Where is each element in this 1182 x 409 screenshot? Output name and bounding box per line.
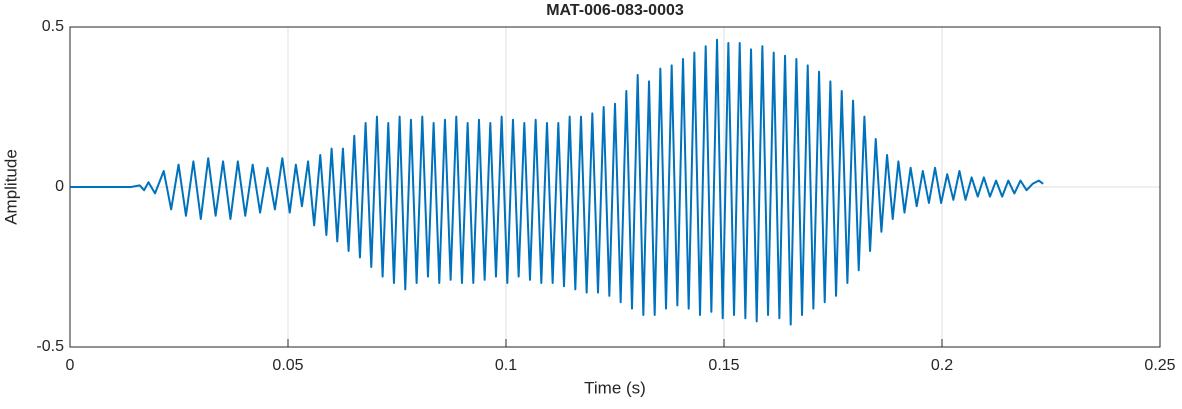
y-tick-label: 0.5 bbox=[42, 18, 64, 35]
y-axis-label: Amplitude bbox=[1, 149, 20, 225]
y-tick-label: -0.5 bbox=[36, 338, 64, 355]
x-tick-label: 0.1 bbox=[495, 357, 517, 374]
x-axis-label: Time (s) bbox=[584, 378, 646, 397]
waveform-line bbox=[70, 38, 1044, 326]
y-tick-label: 0 bbox=[55, 178, 64, 195]
x-tick-label: 0.05 bbox=[272, 357, 303, 374]
chart-title: MAT-006-083-0003 bbox=[546, 2, 684, 19]
x-tick-label: 0 bbox=[66, 357, 75, 374]
x-tick-label: 0.25 bbox=[1144, 357, 1175, 374]
x-tick-label: 0.15 bbox=[708, 357, 739, 374]
x-tick-label: 0.2 bbox=[931, 357, 953, 374]
